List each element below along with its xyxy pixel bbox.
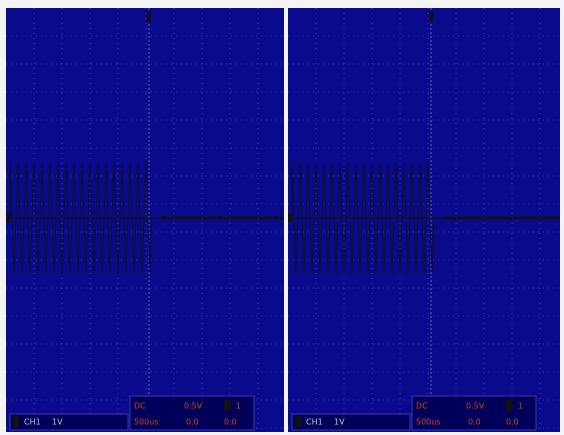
offset-label: 0.0 [186,418,199,427]
channel-label: CH1 [24,418,41,427]
scale-label: 1V [334,418,345,427]
coupling-label: DC [134,402,146,411]
trigger-marker [147,12,151,22]
ground-marker [288,214,292,222]
offset-label: 0.0 [468,418,481,427]
trigger-marker [429,12,433,22]
level-label: 0.0 [224,418,237,427]
timebase-label: 500us [134,418,159,427]
channel-badge [13,416,19,428]
scale-label: 1V [52,418,63,427]
trigger-label: 1 [236,402,241,411]
trigger-badge [224,400,231,411]
level-label: 0.0 [506,418,519,427]
scope-screen: CH1 1V DC 0.5V 1 500us 0.0 0.0 CH1 1V DC 0.5V 1 500us… [0,0,564,435]
timebase-label: 500us [416,418,441,427]
channel-badge [295,416,301,428]
trigger-label: 1 [518,402,523,411]
display-panel [288,8,560,432]
page: CH1 1V DC 0.5V 1 500us 0.0 0.0 CH1 1V DC 0.5V 1 500us… [0,0,564,435]
volts-label: 0.5V [184,402,203,411]
ground-marker [6,214,10,222]
coupling-label: DC [416,402,428,411]
volts-label: 0.5V [466,402,485,411]
channel-label: CH1 [306,418,323,427]
trigger-badge [506,400,513,411]
